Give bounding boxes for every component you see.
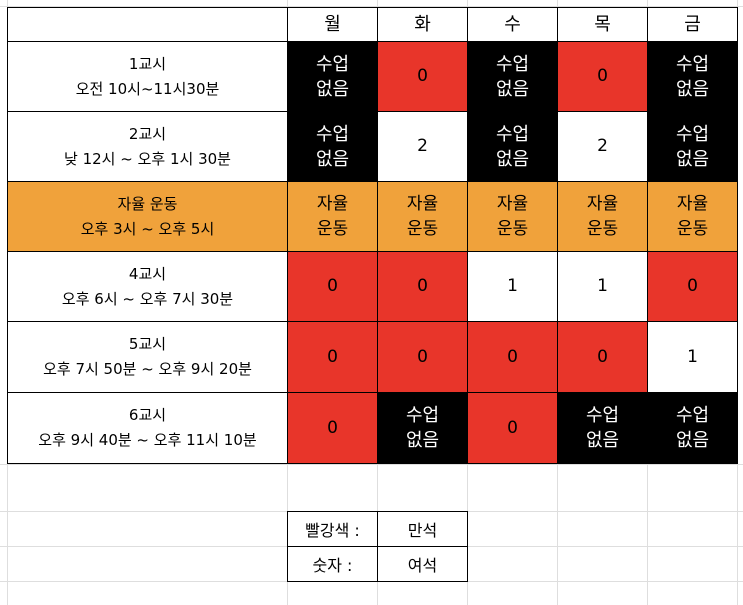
seat-cell-self[interactable]: 자율 운동 — [557, 181, 648, 252]
seat-cell-none[interactable]: 수업 없음 — [647, 41, 738, 112]
grid-line — [0, 6, 743, 7]
period-row: 4교시 오후 6시 ~ 오후 7시 30분 0 0 1 1 0 — [7, 251, 738, 322]
day-header[interactable]: 월 — [287, 7, 378, 42]
seat-cell-full[interactable]: 0 — [287, 321, 378, 393]
period-label[interactable]: 자율 운동 오후 3시 ~ 오후 5시 — [7, 181, 288, 252]
seat-cell-full[interactable]: 0 — [377, 321, 468, 393]
seat-cell-self[interactable]: 자율 운동 — [377, 181, 468, 252]
legend-value[interactable]: 여석 — [377, 546, 468, 582]
period-label[interactable]: 5교시 오후 7시 50분 ~ 오후 9시 20분 — [7, 321, 288, 393]
seat-cell-full[interactable]: 0 — [467, 392, 558, 464]
day-header[interactable]: 목 — [557, 7, 648, 42]
seat-cell-open[interactable]: 1 — [647, 321, 738, 393]
seat-cell-open[interactable]: 1 — [467, 251, 558, 322]
seat-cell-self[interactable]: 자율 운동 — [287, 181, 378, 252]
period-row: 1교시 오전 10시~11시30분 수업 없음 0 수업 없음 0 수업 없음 — [7, 41, 738, 112]
seat-cell-self[interactable]: 자율 운동 — [467, 181, 558, 252]
legend-table: 빨강색 : 만석 숫자 : 여석 — [287, 511, 468, 582]
seat-cell-self[interactable]: 자율 운동 — [647, 181, 738, 252]
seat-cell-full[interactable]: 0 — [287, 251, 378, 322]
seat-cell-open[interactable]: 1 — [557, 251, 648, 322]
legend-key[interactable]: 빨강색 : — [287, 511, 378, 547]
seat-cell-open[interactable]: 2 — [377, 111, 468, 182]
corner-cell[interactable] — [7, 7, 288, 42]
seat-cell-full[interactable]: 0 — [467, 321, 558, 393]
legend-value[interactable]: 만석 — [377, 511, 468, 547]
grid-line — [0, 464, 743, 465]
period-row: 2교시 낮 12시 ~ 오후 1시 30분 수업 없음 2 수업 없음 2 수업 없음 — [7, 111, 738, 182]
legend-row: 숫자 : 여석 — [287, 546, 468, 582]
seat-cell-full[interactable]: 0 — [557, 321, 648, 393]
seat-cell-none[interactable]: 수업 없음 — [647, 111, 738, 182]
grid-line — [737, 0, 738, 605]
period-label[interactable]: 6교시 오후 9시 40분 ~ 오후 11시 10분 — [7, 392, 288, 464]
period-label[interactable]: 2교시 낮 12시 ~ 오후 1시 30분 — [7, 111, 288, 182]
seat-cell-open[interactable]: 2 — [557, 111, 648, 182]
seat-cell-none[interactable]: 수업 없음 — [467, 41, 558, 112]
schedule-table: 월 화 수 목 금 1교시 오전 10시~11시30분 수업 없음 0 수업 없음 0 수업 없음 2… — [7, 7, 738, 464]
legend-row: 빨강색 : 만석 — [287, 511, 468, 547]
grid-line — [0, 581, 743, 582]
seat-cell-none[interactable]: 수업 없음 — [467, 111, 558, 182]
seat-cell-none[interactable]: 수업 없음 — [557, 392, 648, 464]
period-label[interactable]: 1교시 오전 10시~11시30분 — [7, 41, 288, 112]
day-header[interactable]: 화 — [377, 7, 468, 42]
day-header[interactable]: 수 — [467, 7, 558, 42]
seat-cell-none[interactable]: 수업 없음 — [647, 392, 738, 464]
period-row: 5교시 오후 7시 50분 ~ 오후 9시 20분 0 0 0 0 1 — [7, 321, 738, 393]
seat-cell-full[interactable]: 0 — [647, 251, 738, 322]
seat-cell-none[interactable]: 수업 없음 — [377, 392, 468, 464]
seat-cell-full[interactable]: 0 — [377, 251, 468, 322]
seat-cell-full[interactable]: 0 — [557, 41, 648, 112]
period-row: 자율 운동 오후 3시 ~ 오후 5시 자율 운동 자율 운동 자율 운동 자율 운동 자… — [7, 181, 738, 252]
legend-key[interactable]: 숫자 : — [287, 546, 378, 582]
seat-cell-full[interactable]: 0 — [377, 41, 468, 112]
seat-cell-none[interactable]: 수업 없음 — [287, 111, 378, 182]
seat-cell-full[interactable]: 0 — [287, 392, 378, 464]
period-label[interactable]: 4교시 오후 6시 ~ 오후 7시 30분 — [7, 251, 288, 322]
seat-cell-none[interactable]: 수업 없음 — [287, 41, 378, 112]
day-header[interactable]: 금 — [647, 7, 738, 42]
period-row: 6교시 오후 9시 40분 ~ 오후 11시 10분 0 수업 없음 0 수업 없음 수업… — [7, 392, 738, 464]
